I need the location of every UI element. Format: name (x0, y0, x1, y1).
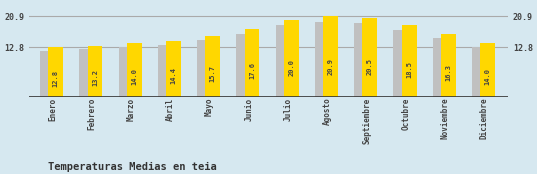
Bar (362, 18, 378, 97)
Text: 18.5: 18.5 (406, 61, 412, 78)
Text: 13.2: 13.2 (92, 69, 98, 86)
Bar (393, 30, 408, 97)
Bar (244, 29, 259, 97)
Text: 20.5: 20.5 (367, 58, 373, 75)
Bar (480, 43, 495, 97)
Text: 14.0: 14.0 (484, 68, 491, 85)
Bar (88, 46, 103, 97)
Bar (315, 22, 330, 97)
Text: 16.3: 16.3 (445, 64, 451, 81)
Bar (48, 47, 63, 97)
Bar (119, 46, 134, 97)
Bar (79, 49, 94, 97)
Bar (433, 38, 447, 97)
Text: 20.9: 20.9 (328, 58, 333, 75)
Bar (284, 20, 299, 97)
Text: 20.0: 20.0 (288, 59, 294, 76)
Bar (197, 40, 212, 97)
Bar (205, 36, 220, 97)
Text: 17.6: 17.6 (249, 62, 255, 80)
Bar (472, 46, 487, 97)
Bar (402, 25, 417, 97)
Text: 15.7: 15.7 (210, 65, 216, 82)
Bar (236, 34, 251, 97)
Bar (40, 51, 55, 97)
Bar (354, 23, 369, 97)
Text: 14.4: 14.4 (170, 67, 177, 84)
Bar (323, 16, 338, 97)
Text: 12.8: 12.8 (53, 70, 59, 86)
Bar (158, 45, 173, 97)
Bar (441, 34, 456, 97)
Bar (275, 25, 291, 97)
Bar (127, 43, 142, 97)
Text: 14.0: 14.0 (131, 68, 137, 85)
Bar (166, 41, 181, 97)
Text: Temperaturas Medias en teia: Temperaturas Medias en teia (48, 162, 217, 172)
